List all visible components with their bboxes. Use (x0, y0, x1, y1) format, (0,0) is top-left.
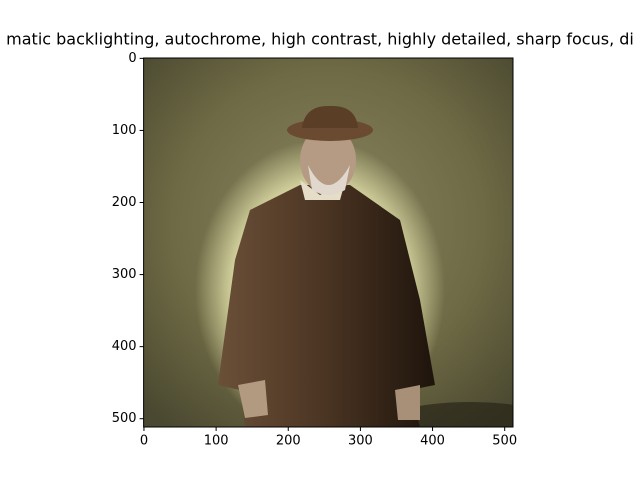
y-tick-label: 500 (112, 411, 137, 426)
x-tick-label: 500 (492, 434, 517, 449)
image (143, 58, 513, 427)
x-tick-label: 200 (276, 434, 301, 449)
y-tick-label: 0 (128, 51, 136, 66)
y-tick-label: 200 (112, 195, 137, 210)
y-tick-label: 300 (112, 267, 137, 282)
x-tick-label: 300 (348, 434, 373, 449)
y-tick-label: 400 (112, 339, 137, 354)
x-tick-label: 0 (140, 434, 148, 449)
axes-frame (143, 57, 514, 428)
y-tick-label: 100 (112, 123, 137, 138)
x-tick-label: 400 (420, 434, 445, 449)
title: matic backlighting, autochrome, high con… (6, 30, 634, 49)
x-tick-label: 100 (204, 434, 229, 449)
